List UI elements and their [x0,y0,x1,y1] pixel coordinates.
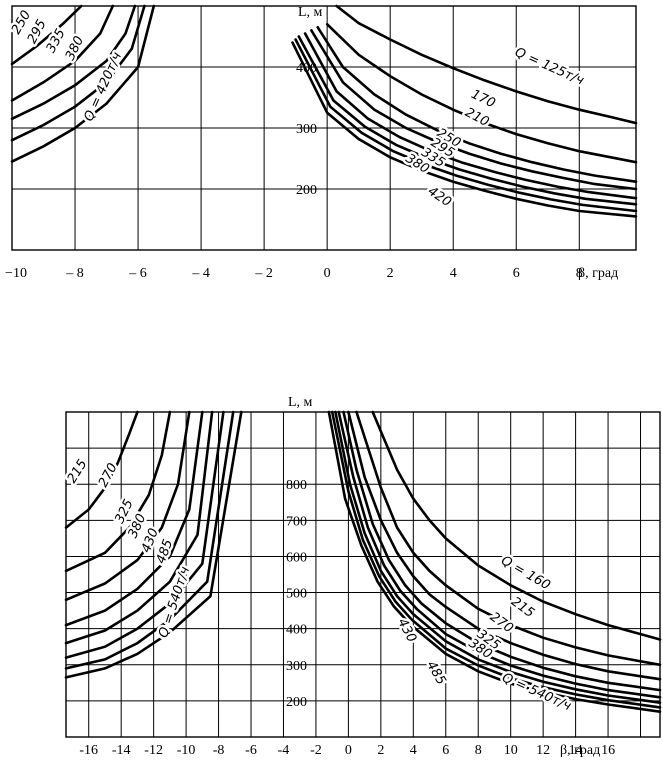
x-tick-label: -12 [144,743,163,758]
curve-label-right: Q = 160 [498,553,552,593]
curve-label-right: 215 [508,594,537,621]
series-line-270-left [64,410,191,602]
x-tick-label: 12 [536,743,550,758]
x-tick-label: 0 [324,266,331,281]
x-tick-labels: -16 -14 -12 -10 -8 -6 -4 -2 0 2 4 6 8 10 12 14 16 [79,743,615,758]
grid [11,6,636,250]
x-tick-label: 6 [442,743,449,758]
y-tick-label: 400 [296,61,317,76]
series-line-160-right [371,410,662,641]
x-tick-label: 2 [387,266,394,281]
x-tick-label: -6 [245,743,257,758]
series-line-125-left [10,4,83,66]
y-axis-label: L, м [288,395,313,410]
x-tick-label: – 2 [254,266,273,281]
x-tick-label: -14 [112,743,131,758]
series-line-540-right [327,410,662,713]
x-tick-label: -2 [310,743,322,758]
plot-frame [65,411,661,738]
series-line-540-left [64,410,243,679]
y-axis-label: L, м [298,5,323,20]
y-tick-label: 200 [286,695,307,710]
series-line-485-left [64,410,235,670]
x-axis-label: β, град [578,266,618,281]
y-tick-labels: 200 300 400 [296,61,317,198]
x-tick-label: -16 [79,743,98,758]
series-line-295-right [303,32,638,200]
x-tick-label: 8 [475,743,482,758]
series-line-170-left [10,4,115,102]
series-line-215-left [64,410,172,573]
x-tick-labels: −10 – 8 – 6 – 4 – 2 0 2 4 6 8 [5,266,583,281]
x-tick-label: – 8 [65,266,84,281]
x-tick-label: – 6 [128,266,147,281]
y-tick-label: 200 [296,183,317,198]
series-line-430-right [334,410,662,704]
x-tick-label: 4 [450,266,457,281]
series-group [64,410,662,713]
x-tick-label: -8 [213,743,225,758]
x-tick-label: – 4 [191,266,210,281]
x-tick-label: 0 [345,743,352,758]
x-tick-label: 4 [410,743,417,758]
series-line-270-right [347,410,662,681]
y-tick-labels: 200 300 400 500 600 700 800 [286,478,307,710]
plot-frame [11,5,637,251]
y-tick-label: 600 [286,550,307,565]
series-line-335-right [297,35,638,206]
x-tick-label: 16 [601,743,615,758]
series-line-210-right [316,26,638,183]
x-tick-label: 14 [569,743,583,758]
chart-panel-2: -16 -14 -12 -10 -8 -6 -4 -2 0 2 4 6 8 10 12 14 16 200 300 4… [62,395,662,758]
curve-label-left: 215 [65,457,91,486]
x-axis-label: β, град [560,743,600,758]
y-tick-label: 300 [286,659,307,674]
series-group [10,4,638,218]
series-line-250-left [10,4,146,142]
series-line-325-left [64,410,204,627]
y-tick-label: 800 [286,478,307,493]
chart-panel-1: −10 – 8 – 6 – 4 – 2 0 2 4 6 8 200 300 400 β, град L, м… [5,4,638,281]
series-line-325-right [342,410,662,692]
series-line-295-left [10,4,156,163]
series-line-380-left [64,410,214,645]
x-tick-label: 10 [504,743,518,758]
x-tick-label: −10 [5,266,27,281]
y-tick-label: 700 [286,514,307,529]
x-tick-label: -4 [278,743,290,758]
curve-label-right: 420 [425,184,454,210]
series-line-170-right [325,23,638,164]
x-tick-label: 6 [513,266,520,281]
series-line-215-right [355,410,662,667]
curve-label-left: 380 [63,34,87,63]
x-tick-label: -10 [177,743,196,758]
series-line-485-right [330,410,662,709]
x-tick-label: 8 [576,266,583,281]
series-line-160-left [64,410,139,529]
series-line-420-right [291,41,638,218]
curve-label-right: 430 [394,616,419,645]
x-tick-label: 2 [377,743,384,758]
series-line-380-right [337,410,662,699]
series-line-380-right [294,38,638,213]
series-line-430-left [64,410,225,659]
series-line-210-left [10,4,137,121]
y-tick-label: 400 [286,623,307,638]
y-tick-label: 300 [296,122,317,137]
series-line-125-right [335,4,638,125]
series-line-250-right [310,29,638,191]
y-tick-label: 500 [286,587,307,602]
curve-label-left: Q = 420т/ч [81,50,125,124]
curve-label-right: 485 [423,659,448,688]
